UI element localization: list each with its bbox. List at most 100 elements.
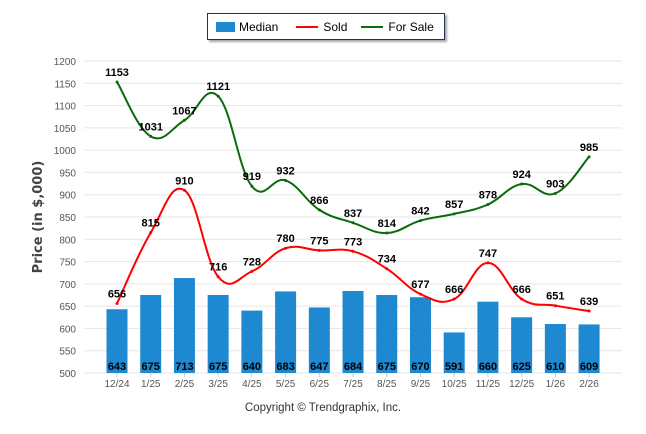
sold-point [149,231,153,235]
x-tick-label: 1/25 [141,379,161,390]
series-lines [115,80,591,313]
median-bar-label: 591 [445,361,463,373]
copyright-text: Copyright © Trendgraphix, Inc. [244,402,402,414]
for-sale-point [284,178,288,182]
for-sale-data-label: 924 [512,169,531,181]
for-sale-data-label: 1031 [138,121,162,133]
for-sale-point [452,212,456,216]
for-sale-data-label: 842 [411,206,429,218]
x-tick-label: 12/25 [509,379,534,390]
median-bar [173,278,195,373]
sold-point [520,297,524,301]
sold-point [351,249,355,253]
sold-data-label: 773 [344,236,362,248]
x-tick-label: 8/25 [377,379,397,390]
data-labels: 643 675 713 675 640 683 647 684 675 670 591 660 625 6… [105,67,598,373]
x-tick-label: 2/25 [175,379,195,390]
x-tick-label: 12/24 [104,379,129,390]
y-tick-label: 1200 [54,57,77,68]
x-axis-ticks: 12/24 1/25 2/25 3/25 4/25 5/25 6/25 7/25 8/25 9/2… [104,373,599,390]
sold-data-label: 656 [108,288,126,300]
for-sale-point [317,208,321,212]
median-bar [308,307,330,373]
sold-data-label: 666 [445,284,463,296]
median-bar-label: 640 [243,361,261,373]
median-bar [106,309,128,373]
y-tick-label: 650 [59,302,76,313]
x-tick-label: 3/25 [208,379,228,390]
median-bar-label: 684 [344,361,363,373]
median-bar [477,301,499,373]
for-sale-line [116,81,590,235]
sold-line [116,187,590,313]
median-bar-label: 675 [209,361,227,373]
sold-point [385,267,389,271]
x-tick-label: 10/25 [442,379,467,390]
y-tick-label: 550 [59,347,76,358]
for-sale-point [520,182,524,186]
x-tick-label: 7/25 [343,379,363,390]
for-sale-data-label: 878 [479,190,497,202]
for-sale-data-label: 866 [310,195,328,207]
for-sale-point [553,191,557,195]
median-bar-label: 625 [512,361,530,373]
x-tick-label: 9/25 [411,379,431,390]
y-tick-label: 900 [59,191,76,202]
sold-point [317,248,321,252]
y-tick-label: 800 [59,235,76,246]
median-bar [275,291,297,373]
for-sale-point [351,221,355,225]
x-tick-label: 4/25 [242,379,262,390]
for-sale-point [385,231,389,235]
x-tick-label: 5/25 [276,379,296,390]
for-sale-point [587,155,591,159]
y-tick-label: 600 [59,324,76,335]
median-bar [342,290,364,373]
median-bar [409,297,431,373]
legend-label: Median [239,19,279,34]
for-sale-data-label: 837 [344,208,362,220]
sold-point [486,261,490,265]
sold-data-label: 639 [580,296,598,308]
median-bar [241,310,263,373]
sold-data-label: 815 [142,218,160,230]
median-bar-label: 683 [276,361,294,373]
sold-point [115,301,119,305]
legend-item-sold[interactable]: Sold [296,20,347,34]
median-bar [511,317,533,373]
y-tick-label: 850 [59,213,76,224]
for-sale-point [418,219,422,223]
median-bar [140,295,162,373]
sold-data-label: 728 [243,256,261,268]
legend-item-for-sale[interactable]: For Sale [361,20,434,34]
sold-point [182,188,186,192]
y-tick-label: 1050 [54,124,77,135]
median-bar [207,295,229,373]
for-sale-point [250,184,254,188]
sold-point [216,275,220,279]
x-tick-label: 6/25 [310,379,330,390]
median-bar-label: 643 [108,361,126,373]
median-swatch-icon [216,21,235,32]
median-bar-label: 609 [580,361,598,373]
sold-point [418,292,422,296]
sold-data-label: 716 [209,262,227,274]
median-bar-label: 675 [142,361,160,373]
y-tick-label: 1100 [54,102,76,113]
y-axis-label: Price (in $,000) [31,161,46,274]
y-tick-label: 500 [59,369,76,380]
for-sale-data-label: 1153 [105,67,129,79]
for-sale-point [149,134,153,138]
sold-data-label: 747 [479,248,497,260]
y-tick-label: 1150 [54,79,76,90]
legend-item-median[interactable]: Median [216,20,278,34]
median-bar-label: 647 [310,361,328,373]
y-axis-ticks: 500 550 600 650 700 750 800 850 900 950 1000 1050 11… [54,57,77,380]
for-sale-data-label: 1121 [206,81,230,93]
for-sale-point [216,94,220,98]
sold-data-label: 677 [411,279,429,291]
for-sale-data-label: 919 [243,171,261,183]
for-sale-point [182,118,186,122]
sold-swatch-icon [296,25,319,28]
